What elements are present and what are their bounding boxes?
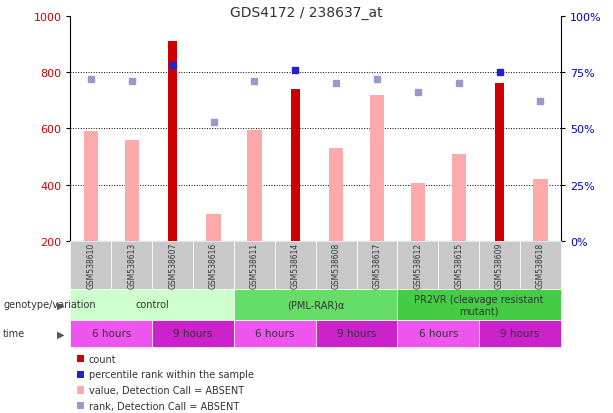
Bar xyxy=(495,84,504,242)
Text: GSM538613: GSM538613 xyxy=(128,242,136,288)
Text: control: control xyxy=(135,299,169,310)
Text: GSM538612: GSM538612 xyxy=(413,242,422,288)
Text: count: count xyxy=(89,354,116,363)
Text: GSM538609: GSM538609 xyxy=(495,242,504,289)
Text: PR2VR (cleavage resistant
mutant): PR2VR (cleavage resistant mutant) xyxy=(414,294,544,316)
Text: 6 hours: 6 hours xyxy=(92,328,131,339)
Bar xyxy=(84,132,98,242)
Text: genotype/variation: genotype/variation xyxy=(3,299,96,310)
Text: GSM538608: GSM538608 xyxy=(332,242,341,288)
Text: GSM538618: GSM538618 xyxy=(536,242,545,288)
Text: time: time xyxy=(3,328,25,339)
Text: 9 hours: 9 hours xyxy=(173,328,213,339)
Bar xyxy=(168,42,177,242)
Bar xyxy=(207,215,221,242)
Text: GSM538615: GSM538615 xyxy=(454,242,463,288)
Bar xyxy=(411,184,425,242)
Text: ▶: ▶ xyxy=(57,299,64,310)
Text: GSM538617: GSM538617 xyxy=(373,242,381,288)
Text: percentile rank within the sample: percentile rank within the sample xyxy=(89,369,254,379)
Text: 6 hours: 6 hours xyxy=(419,328,458,339)
Text: GSM538616: GSM538616 xyxy=(209,242,218,288)
Text: GSM538611: GSM538611 xyxy=(250,242,259,288)
Text: 6 hours: 6 hours xyxy=(255,328,294,339)
Text: 9 hours: 9 hours xyxy=(337,328,376,339)
Text: GSM538607: GSM538607 xyxy=(168,242,177,289)
Text: rank, Detection Call = ABSENT: rank, Detection Call = ABSENT xyxy=(89,401,239,411)
Bar xyxy=(533,180,547,242)
Bar xyxy=(452,154,466,242)
Text: (PML-RAR)α: (PML-RAR)α xyxy=(287,299,345,310)
Text: GSM538610: GSM538610 xyxy=(86,242,96,288)
Bar xyxy=(370,95,384,242)
Text: 9 hours: 9 hours xyxy=(500,328,539,339)
Bar xyxy=(329,149,343,242)
Bar xyxy=(291,90,300,242)
Bar xyxy=(247,131,262,242)
Text: ▶: ▶ xyxy=(57,328,64,339)
Text: GDS4172 / 238637_at: GDS4172 / 238637_at xyxy=(230,6,383,20)
Bar xyxy=(124,140,139,242)
Text: GSM538614: GSM538614 xyxy=(291,242,300,288)
Text: value, Detection Call = ABSENT: value, Detection Call = ABSENT xyxy=(89,385,244,395)
